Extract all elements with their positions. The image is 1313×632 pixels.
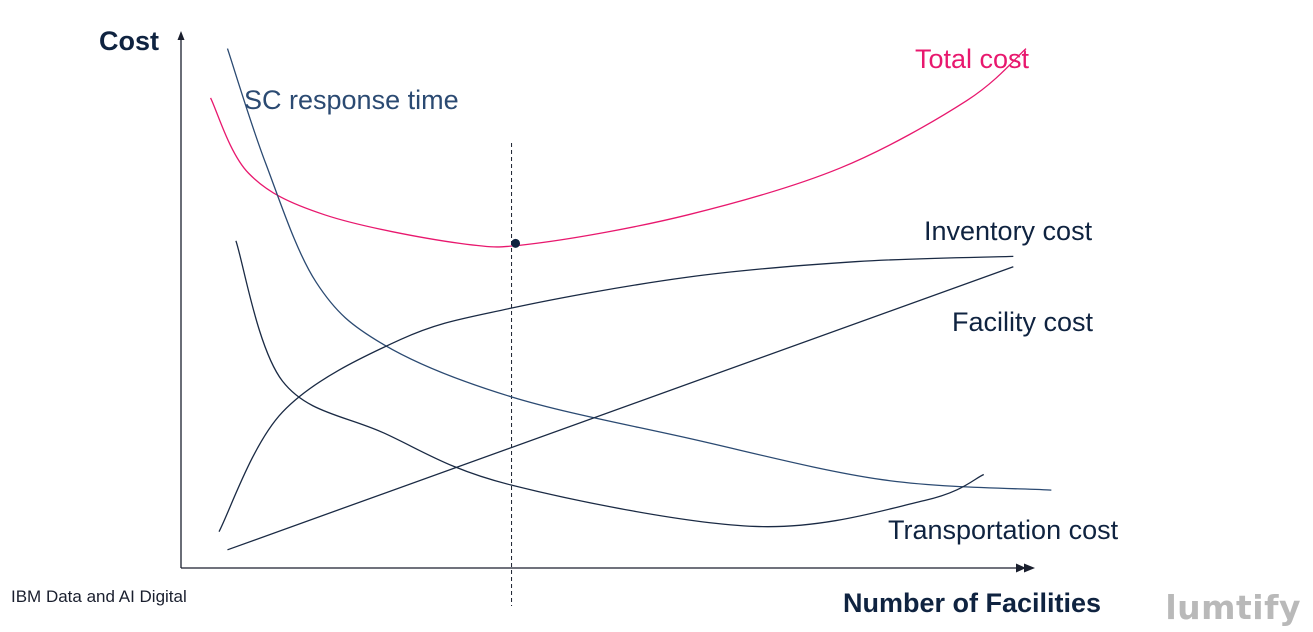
x-axis-label: Number of Facilities xyxy=(843,588,1101,618)
series-line-facility-cost xyxy=(227,266,1014,551)
x-axis-arrow-icon-2 xyxy=(1016,563,1026,573)
watermark-logo: lumtify xyxy=(1165,588,1301,627)
series-label-inventory-cost: Inventory cost xyxy=(924,216,1093,246)
y-axis-arrow-icon xyxy=(177,31,185,40)
series-label-facility-cost: Facility cost xyxy=(952,307,1094,337)
series-label-transportation-cost: Transportation cost xyxy=(888,515,1119,545)
series-line-total-cost xyxy=(209,48,1027,248)
axes xyxy=(177,31,1035,573)
y-axis-label: Cost xyxy=(99,26,159,56)
series-line-transportation-cost xyxy=(235,240,985,528)
series-line-inventory-cost xyxy=(218,255,1014,532)
series-layer xyxy=(209,48,1052,551)
x-axis-arrow-icon xyxy=(1024,563,1035,573)
optimum-point-marker xyxy=(511,238,521,248)
series-line-sc-response-time xyxy=(226,48,1052,491)
series-label-total-cost: Total cost xyxy=(915,44,1030,74)
source-note: IBM Data and AI Digital xyxy=(11,587,187,606)
series-label-sc-response-time: SC response time xyxy=(244,85,459,115)
